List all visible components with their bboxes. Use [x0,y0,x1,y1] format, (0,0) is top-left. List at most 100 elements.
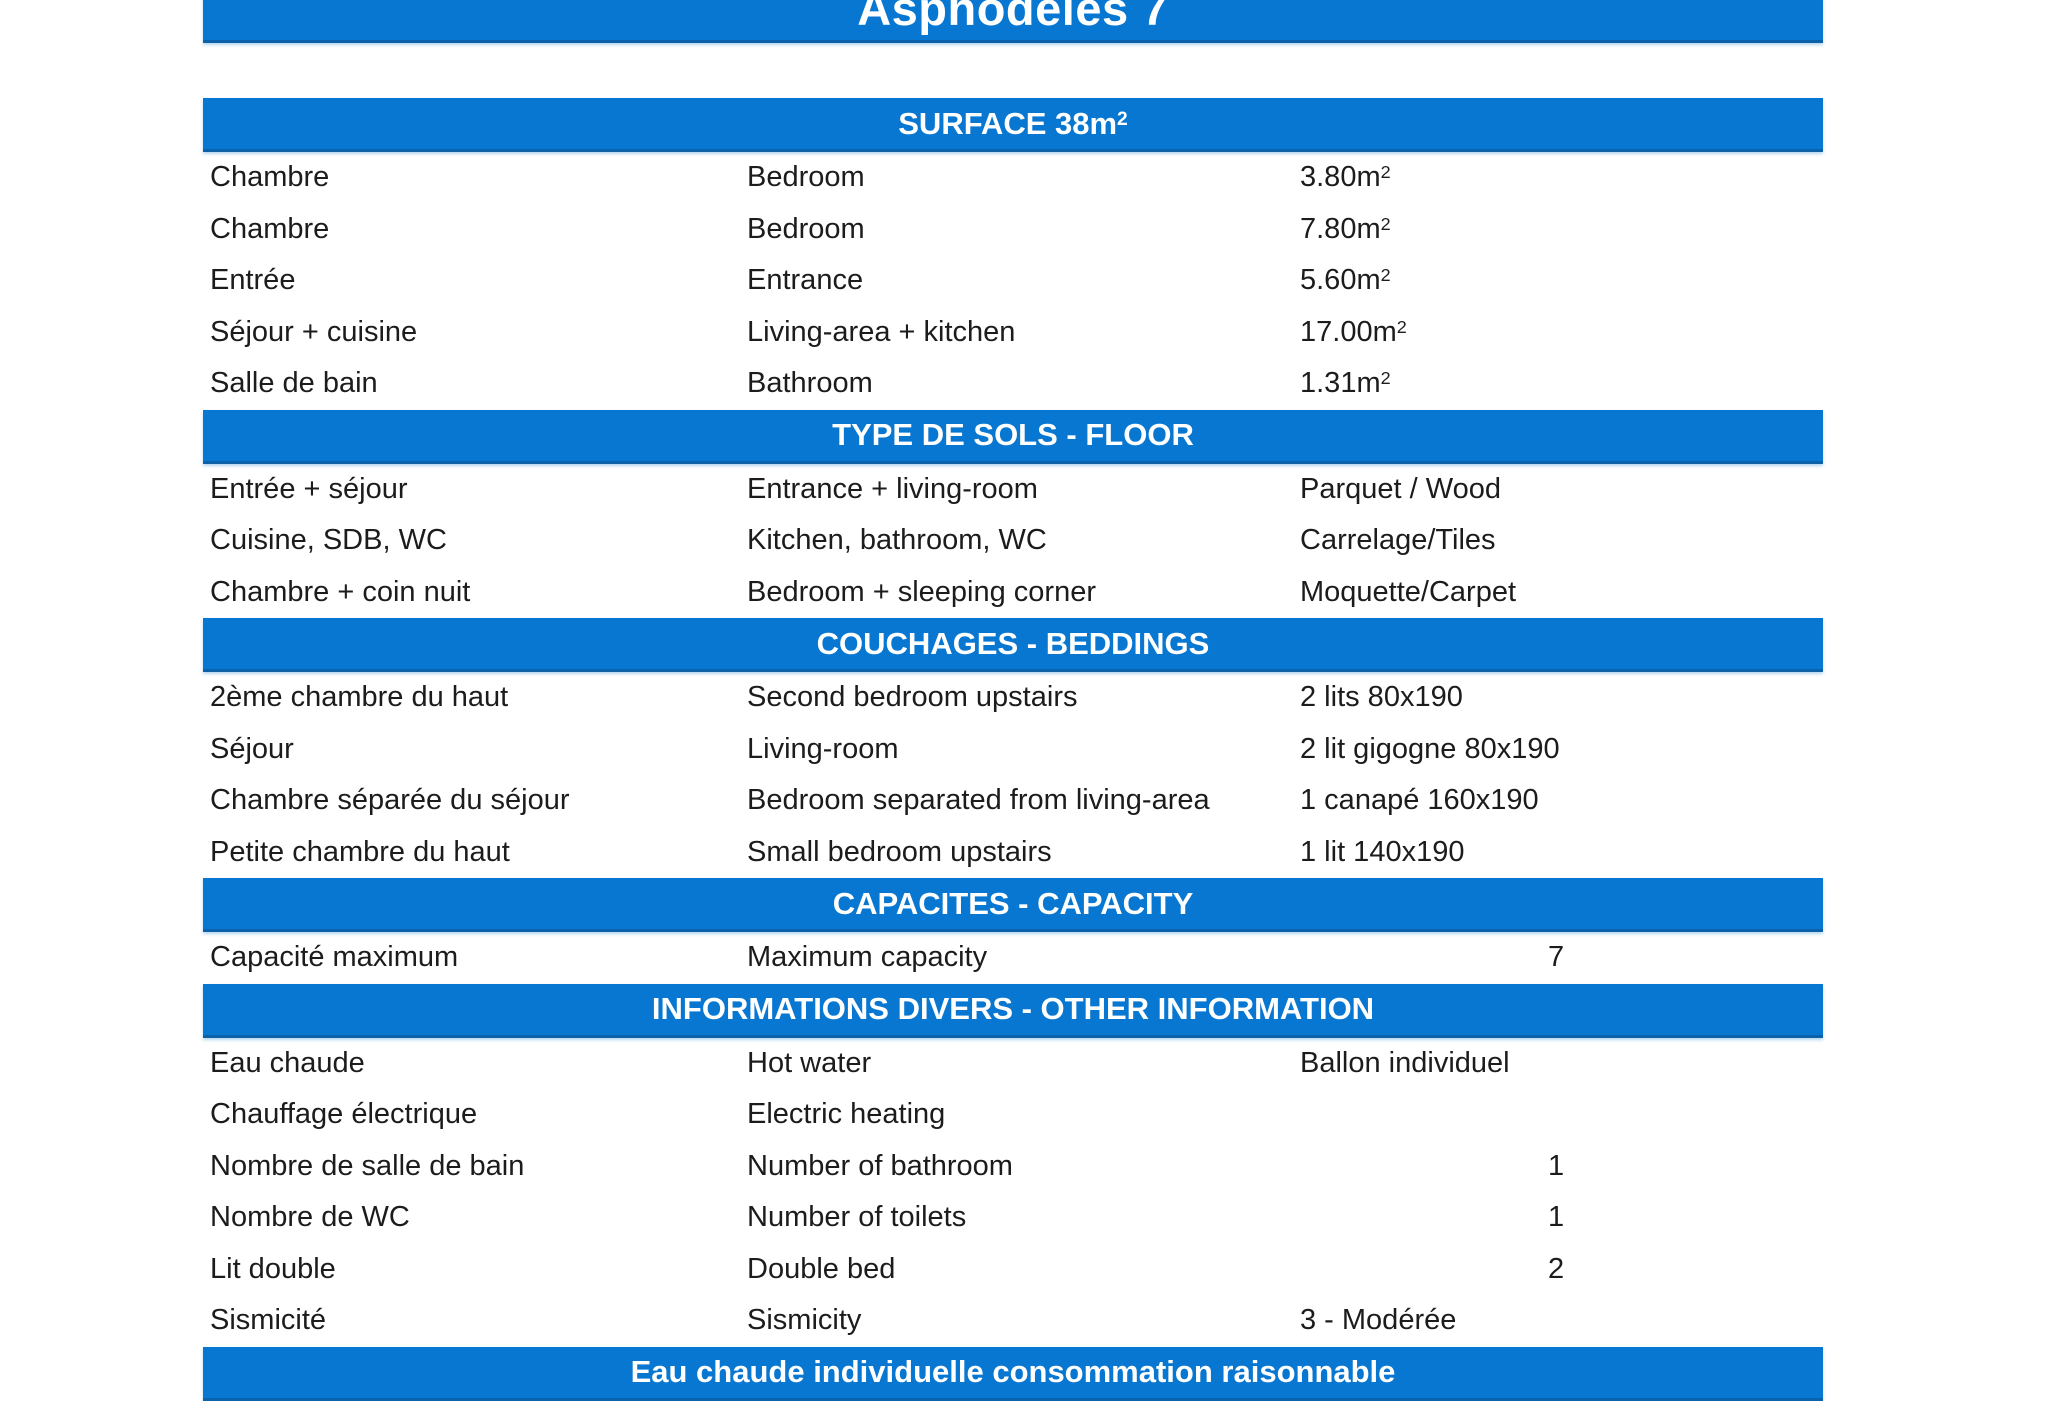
section-header-bar: SURFACE 38m2 [203,98,1823,152]
section-header-label: INFORMATIONS DIVERS - OTHER INFORMATION [651,991,1375,1026]
table-row: Chambre séparée du séjour Bedroom separat… [203,775,1823,827]
section-header-label: CAPACITES - CAPACITY [832,885,1194,921]
label-en: Bedroom + sleeping corner [747,575,1097,608]
label-fr: Entrée [210,264,296,297]
label-fr: Séjour [210,732,294,765]
label-en: Hot water [747,1046,872,1079]
label-en: Living-room [747,732,899,765]
value: 3 - Modérée [1300,1304,1457,1337]
section-header-bar: COUCHAGES - BEDDINGS [203,618,1823,672]
value: Parquet / Wood [1300,472,1501,505]
label-fr: Petite chambre du haut [210,835,510,868]
label-fr: Nombre de WC [210,1201,410,1234]
value: Moquette/Carpet [1300,575,1517,608]
section: COUCHAGES - BEDDINGS 2ème chambre du haut… [203,618,1823,878]
table-row: Chambre + coin nuit Bedroom + sleeping co… [203,567,1823,619]
section: SURFACE 38m2 Chambre Bedroom 3.80m2 Chambre B… [203,98,1823,410]
footer-section-label: Eau chaude individuelle consommation rai… [630,1354,1396,1389]
superscript-2: 2 [1380,162,1391,183]
section-header-bar: INFORMATIONS DIVERS - OTHER INFORMATION [203,983,1823,1038]
label-en: Entrance + living-room [747,472,1038,505]
table-row: Chambre Bedroom 3.80m2 [203,152,1823,204]
page-title: Asphodèles 7 [857,0,1169,35]
table-row: Sismicité Sismicity 3 - Modérée [203,1295,1823,1347]
label-en: Entrance [747,264,864,297]
label-fr: Chambre [210,212,330,245]
label-fr: 2ème chambre du haut [210,681,509,714]
label-fr: Entrée + séjour [210,472,408,505]
label-fr: Chambre + coin nuit [210,575,471,608]
superscript-2: 2 [1117,108,1128,130]
value: 2 [1548,1252,1565,1285]
value: 7.80m2 [1300,212,1391,245]
section-header-label: SURFACE 38m2 [898,105,1128,141]
label-fr: Cuisine, SDB, WC [210,524,447,557]
label-en: Double bed [747,1252,896,1285]
table-row: Petite chambre du haut Small bedroom upst… [203,827,1823,879]
value: 2 lit gigogne 80x190 [1300,732,1560,765]
footer-section-bar: Eau chaude individuelle consommation rai… [203,1346,1823,1401]
table-row: Séjour + cuisine Living-area + kitchen 17.… [203,307,1823,359]
value: Carrelage/Tiles [1300,524,1496,557]
value: Ballon individuel [1300,1046,1510,1079]
section-header-label: COUCHAGES - BEDDINGS [816,625,1210,661]
label-fr: Séjour + cuisine [210,315,418,348]
superscript-2: 2 [1396,316,1407,337]
sections-container: SURFACE 38m2 Chambre Bedroom 3.80m2 Chambre B… [203,98,1823,1347]
section: TYPE DE SOLS - FLOOR Entrée + séjour Entra… [203,409,1823,619]
value: 1.31m2 [1300,367,1391,400]
label-en: Living-area + kitchen [747,315,1016,348]
section: INFORMATIONS DIVERS - OTHER INFORMATION E… [203,983,1823,1347]
superscript-2: 2 [1380,368,1391,389]
label-en: Kitchen, bathroom, WC [747,524,1047,557]
table-row: Eau chaude Hot water Ballon individuel [203,1038,1823,1090]
property-sheet: Asphodèles 7 SURFACE 38m2 Chambre Bedroom 3… [203,0,1823,1401]
label-en: Number of bathroom [747,1149,1013,1182]
value: 17.00m2 [1300,315,1407,348]
table-row: Entrée Entrance 5.60m2 [203,255,1823,307]
value: 7 [1548,941,1565,974]
table-row: Séjour Living-room 2 lit gigogne 80x190 [203,724,1823,776]
label-fr: Salle de bain [210,367,378,400]
value: 3.80m2 [1300,161,1391,194]
value: 2 lits 80x190 [1300,681,1463,714]
label-en: Number of toilets [747,1201,967,1234]
label-en: Bedroom [747,161,865,194]
label-fr: Eau chaude [210,1046,365,1079]
value: 1 [1548,1149,1565,1182]
value: 1 canapé 160x190 [1300,784,1539,817]
label-en: Sismicity [747,1304,862,1337]
superscript-2: 2 [1380,265,1391,286]
table-row: Nombre de WC Number of toilets 1 [203,1192,1823,1244]
table-row: Salle de bain Bathroom 1.31m2 [203,358,1823,410]
table-row: 2ème chambre du haut Second bedroom upsta… [203,672,1823,724]
label-en: Bedroom separated from living-area [747,784,1210,817]
label-fr: Lit double [210,1252,336,1285]
table-row: Entrée + séjour Entrance + living-room Par… [203,464,1823,516]
table-row: Nombre de salle de bain Number of bathroo… [203,1141,1823,1193]
label-en: Second bedroom upstairs [747,681,1078,714]
superscript-2: 2 [1380,213,1391,234]
value: 1 [1548,1201,1565,1234]
section-header-label: TYPE DE SOLS - FLOOR [832,417,1194,452]
section-header-bar: CAPACITES - CAPACITY [203,878,1823,932]
label-en: Small bedroom upstairs [747,835,1052,868]
label-fr: Chambre [210,161,330,194]
label-fr: Chambre séparée du séjour [210,784,570,817]
label-en: Bedroom [747,212,865,245]
label-fr: Chauffage électrique [210,1098,478,1131]
label-en: Maximum capacity [747,941,988,974]
title-gap [203,43,1823,98]
label-fr: Nombre de salle de bain [210,1149,525,1182]
label-fr: Capacité maximum [210,941,459,974]
page-title-bar: Asphodèles 7 [203,0,1823,43]
label-en: Electric heating [747,1098,946,1131]
section-header-bar: TYPE DE SOLS - FLOOR [203,409,1823,464]
label-fr: Sismicité [210,1304,327,1337]
table-row: Chauffage électrique Electric heating [203,1089,1823,1141]
table-row: Capacité maximum Maximum capacity 7 [203,932,1823,984]
value: 1 lit 140x190 [1300,835,1465,868]
table-row: Lit double Double bed 2 [203,1244,1823,1296]
table-row: Cuisine, SDB, WC Kitchen, bathroom, WC Car… [203,515,1823,567]
table-row: Chambre Bedroom 7.80m2 [203,204,1823,256]
